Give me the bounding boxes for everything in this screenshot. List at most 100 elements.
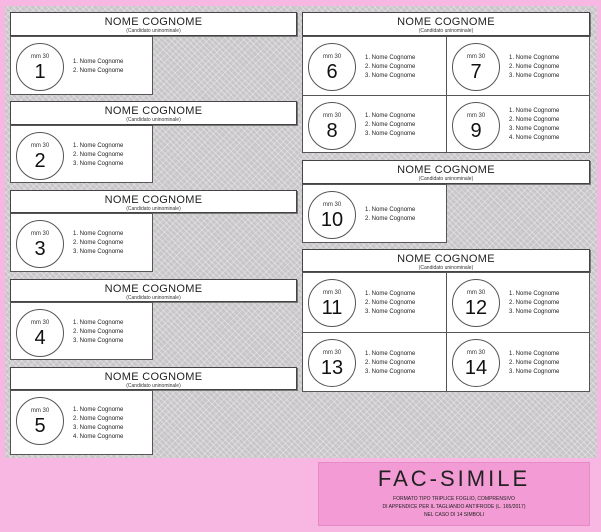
party-symbol-cell[interactable]: mm 30 9 1. Nome Cognome 2. Nome Cognome 3. N… — [446, 95, 590, 153]
candidate-subtitle: (Candidato uninominale) — [418, 176, 474, 182]
list-candidate-name: Nome Cognome — [79, 240, 124, 246]
list-candidate: 3. Nome Cognome — [365, 72, 415, 81]
candidate-header: NOME COGNOME (Candidato uninominale) — [10, 12, 297, 36]
list-candidate: 2. Nome Cognome — [509, 116, 559, 125]
list-candidate-name: Nome Cognome — [79, 59, 124, 65]
circle-size-label: mm 30 — [466, 290, 486, 296]
list-candidate-name: Nome Cognome — [515, 55, 560, 61]
list-candidate: 4. Nome Cognome — [73, 433, 123, 442]
list-index: 1. — [365, 291, 372, 297]
party-symbol-cell[interactable]: mm 30 6 1. Nome Cognome 2. Nome Cognome 3. N… — [302, 36, 447, 96]
list-candidate-name: Nome Cognome — [371, 216, 416, 222]
symbol-number: 9 — [470, 120, 482, 142]
candidate-list: 1. Nome Cognome 2. Nome Cognome 3. Nome Co… — [509, 290, 559, 317]
list-candidate-name: Nome Cognome — [79, 231, 124, 237]
list-index: 2. — [73, 240, 80, 246]
list-candidate: 1. Nome Cognome — [365, 54, 415, 63]
list-candidate: 2. Nome Cognome — [365, 299, 415, 308]
symbol-number: 14 — [464, 357, 488, 379]
party-symbol-cell[interactable]: mm 30 12 1. Nome Cognome 2. Nome Cognome 3. … — [446, 272, 590, 333]
circle-size-label: mm 30 — [30, 320, 50, 326]
list-candidate: 1. Nome Cognome — [509, 350, 559, 359]
list-index: 2. — [365, 122, 372, 128]
list-candidate: 2. Nome Cognome — [73, 67, 123, 76]
symbol-circle: mm 30 10 — [308, 191, 356, 239]
candidate-name: NOME COGNOME — [104, 283, 203, 295]
list-index: 2. — [73, 68, 80, 74]
list-candidate: 1. Nome Cognome — [73, 319, 123, 328]
candidate-subtitle: (Candidato uninominale) — [418, 28, 474, 34]
party-symbol-cell[interactable]: mm 30 10 1. Nome Cognome 2. Nome Cognome — [302, 184, 447, 243]
list-candidate-name: Nome Cognome — [515, 351, 560, 357]
candidate-list: 1. Nome Cognome 2. Nome Cognome 3. Nome Co… — [509, 54, 559, 81]
symbol-number: 5 — [34, 415, 46, 437]
list-index: 4. — [73, 434, 80, 440]
candidate-list: 1. Nome Cognome 2. Nome Cognome 3. Nome Co… — [365, 290, 415, 317]
list-index: 2. — [73, 329, 80, 335]
party-symbol-cell[interactable]: mm 30 1 1. Nome Cognome 2. Nome Cognome — [10, 36, 153, 95]
list-candidate: 3. Nome Cognome — [509, 125, 559, 134]
list-candidate-name: Nome Cognome — [79, 407, 124, 413]
symbol-circle: mm 30 6 — [308, 43, 356, 91]
candidate-name: NOME COGNOME — [104, 194, 203, 206]
symbol-number: 4 — [34, 327, 46, 349]
circle-size-label: mm 30 — [322, 113, 342, 119]
list-index: 3. — [509, 369, 516, 375]
list-candidate: 1. Nome Cognome — [365, 206, 415, 215]
list-candidate: 2. Nome Cognome — [73, 151, 123, 160]
circle-size-label: mm 30 — [466, 350, 486, 356]
list-candidate-name: Nome Cognome — [371, 131, 416, 137]
list-index: 1. — [73, 231, 80, 237]
list-candidate-name: Nome Cognome — [79, 416, 124, 422]
list-candidate-name: Nome Cognome — [79, 320, 124, 326]
party-symbol-cell[interactable]: mm 30 4 1. Nome Cognome 2. Nome Cognome 3. N… — [10, 302, 153, 360]
list-candidate-name: Nome Cognome — [515, 64, 560, 70]
list-candidate-name: Nome Cognome — [79, 434, 124, 440]
list-candidate-name: Nome Cognome — [371, 122, 416, 128]
list-candidate-name: Nome Cognome — [371, 351, 416, 357]
list-index: 2. — [73, 152, 80, 158]
party-symbol-cell[interactable]: mm 30 14 1. Nome Cognome 2. Nome Cognome 3. … — [446, 332, 590, 392]
list-index: 1. — [73, 143, 80, 149]
list-index: 1. — [73, 59, 80, 65]
list-candidate-name: Nome Cognome — [515, 117, 560, 123]
candidate-name: NOME COGNOME — [397, 16, 495, 28]
list-candidate: 2. Nome Cognome — [365, 121, 415, 130]
list-candidate: 2. Nome Cognome — [73, 328, 123, 337]
list-index: 1. — [73, 407, 80, 413]
symbol-number: 12 — [464, 297, 488, 319]
party-symbol-cell[interactable]: mm 30 3 1. Nome Cognome 2. Nome Cognome 3. N… — [10, 213, 153, 272]
list-candidate-name: Nome Cognome — [79, 68, 124, 74]
candidate-list: 1. Nome Cognome 2. Nome Cognome 3. Nome Co… — [73, 319, 123, 346]
party-symbol-cell[interactable]: mm 30 8 1. Nome Cognome 2. Nome Cognome 3. N… — [302, 95, 447, 153]
candidate-name: NOME COGNOME — [397, 164, 495, 176]
list-candidate: 2. Nome Cognome — [365, 215, 415, 224]
list-index: 1. — [73, 320, 80, 326]
party-symbol-cell[interactable]: mm 30 7 1. Nome Cognome 2. Nome Cognome 3. N… — [446, 36, 590, 96]
symbol-circle: mm 30 12 — [452, 279, 500, 327]
list-index: 2. — [365, 300, 372, 306]
candidate-subtitle: (Candidato uninominale) — [418, 265, 474, 271]
list-index: 2. — [509, 300, 516, 306]
circle-size-label: mm 30 — [466, 54, 486, 60]
symbol-number: 13 — [320, 357, 344, 379]
list-candidate: 3. Nome Cognome — [73, 424, 123, 433]
list-candidate: 3. Nome Cognome — [73, 337, 123, 346]
list-candidate-name: Nome Cognome — [371, 73, 416, 79]
symbol-circle: mm 30 8 — [308, 102, 356, 150]
circle-size-label: mm 30 — [322, 202, 342, 208]
candidate-list: 1. Nome Cognome 2. Nome Cognome 3. Nome Co… — [73, 142, 123, 169]
list-index: 1. — [509, 351, 516, 357]
party-symbol-cell[interactable]: mm 30 11 1. Nome Cognome 2. Nome Cognome 3. … — [302, 272, 447, 333]
list-index: 4. — [509, 135, 516, 141]
circle-size-label: mm 30 — [30, 408, 50, 414]
party-symbol-cell[interactable]: mm 30 5 1. Nome Cognome 2. Nome Cognome 3. N… — [10, 390, 153, 455]
symbol-circle: mm 30 7 — [452, 43, 500, 91]
list-candidate: 2. Nome Cognome — [365, 359, 415, 368]
list-index: 3. — [73, 338, 80, 344]
party-symbol-cell[interactable]: mm 30 2 1. Nome Cognome 2. Nome Cognome 3. N… — [10, 125, 153, 183]
list-candidate-name: Nome Cognome — [79, 152, 124, 158]
party-symbol-cell[interactable]: mm 30 13 1. Nome Cognome 2. Nome Cognome 3. … — [302, 332, 447, 392]
symbol-circle: mm 30 5 — [16, 397, 64, 445]
list-candidate-name: Nome Cognome — [371, 291, 416, 297]
